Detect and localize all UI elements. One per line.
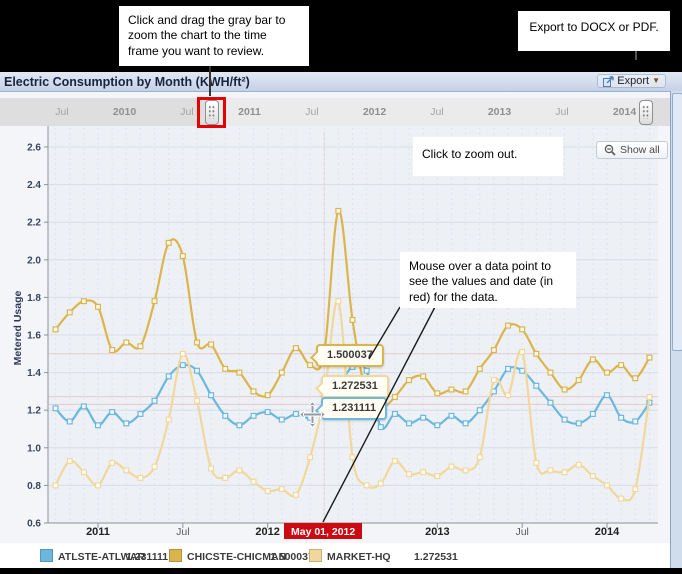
legend-value-market: 1.272531 [414,551,458,563]
slider-tick-label: 2011 [238,106,261,118]
export-icon [603,75,614,87]
legend-swatch-market [309,549,322,562]
show-all-button[interactable]: Show all [596,141,668,159]
svg-text:2.0: 2.0 [27,255,41,266]
tooltip-market-hq: 1.272531 [315,375,389,398]
svg-text:1.0: 1.0 [27,443,41,454]
slider-tick-label: Jul [180,106,194,118]
svg-text:1.8: 1.8 [27,293,41,304]
svg-text:1.6: 1.6 [27,331,41,342]
slider-track-selected[interactable] [211,98,645,126]
page-title: Electric Consumption by Month (KWH/ft²) [4,74,250,89]
svg-text:1.2: 1.2 [27,406,41,417]
legend-value-atlste: 1.231111 [126,551,169,563]
hovered-date-flag: May 01, 2012 [284,523,363,539]
legend-swatch-chicste [169,549,182,562]
slider-tick-label: Jul [555,106,569,118]
vertical-scrollbar[interactable] [670,91,682,568]
x-tick-label: 2014 [594,526,620,538]
callout-hover-note: Mouse over a data point to see the value… [400,252,576,308]
slider-tick-label: 2012 [362,106,387,118]
callout-drag-note: Click and drag the gray bar to zoom the … [119,6,309,66]
legend-name-chicste[interactable]: CHICSTE-CHICMAN [187,551,287,563]
show-all-label: Show all [620,144,660,156]
bottom-border-band [0,568,682,574]
x-tick-label: Jul [176,526,190,538]
export-button-label: Export [617,75,650,87]
slider-handle-right[interactable] [639,100,653,125]
tooltip-value: 1.500037 [327,349,373,361]
chart-title-bar: Electric Consumption by Month (KWH/ft²) … [0,72,682,92]
scrollbar-thumb[interactable] [672,93,682,351]
chart-legend: ATLSTE-ATLWAR 1.231111 CHICSTE-CHICMAN 1… [0,543,670,568]
x-tick-label: 2013 [425,526,450,538]
export-button[interactable]: Export ▼ [597,74,666,88]
svg-text:2.2: 2.2 [27,218,41,229]
svg-text:0.6: 0.6 [27,519,41,530]
tooltip-chicste-chicman: 1.500037 [310,344,384,367]
legend-name-atlste[interactable]: ATLSTE-ATLWAR [58,551,146,563]
svg-text:2.4: 2.4 [27,180,41,191]
tooltip-atlste-atlwar: 1.231111 [315,397,388,420]
slider-tick-label: Jul [305,106,319,118]
slider-tick-label: 2010 [112,106,137,118]
x-tick-label: 2011 [86,526,110,538]
y-axis-title: Metered Usage [12,290,24,366]
x-tick-label: 2012 [255,526,280,538]
callout-zoom-out-note: Click to zoom out. [413,137,563,176]
grip-icon [208,105,215,119]
svg-text:2.6: 2.6 [27,143,41,154]
slider-handle-left[interactable] [205,100,219,125]
chevron-down-icon: ▼ [652,76,660,85]
time-range-slider[interactable]: Jul 2010 Jul 2011 Jul 2012 Jul 2013 Jul 2014 [0,98,670,126]
grip-icon [642,105,649,119]
legend-name-market[interactable]: MARKET-HQ [327,551,391,563]
svg-text:1.4: 1.4 [27,368,41,379]
slider-tick-label: 2013 [487,106,512,118]
tooltip-value: 1.272531 [332,380,378,392]
tooltip-value: 1.231111 [332,402,377,414]
callout-export-note: Export to DOCX or PDF. [518,11,670,51]
slider-tick-label: 2014 [612,106,637,118]
legend-value-chicste: 1.500037 [270,551,314,563]
legend-swatch-atlste [40,549,53,562]
x-tick-label: Jul [515,526,529,538]
svg-text:0.8: 0.8 [27,481,41,492]
zoom-out-icon [604,144,616,156]
slider-track-left[interactable] [0,98,211,126]
slider-tick-label: Jul [55,106,69,118]
slider-tick-label: Jul [430,106,444,118]
